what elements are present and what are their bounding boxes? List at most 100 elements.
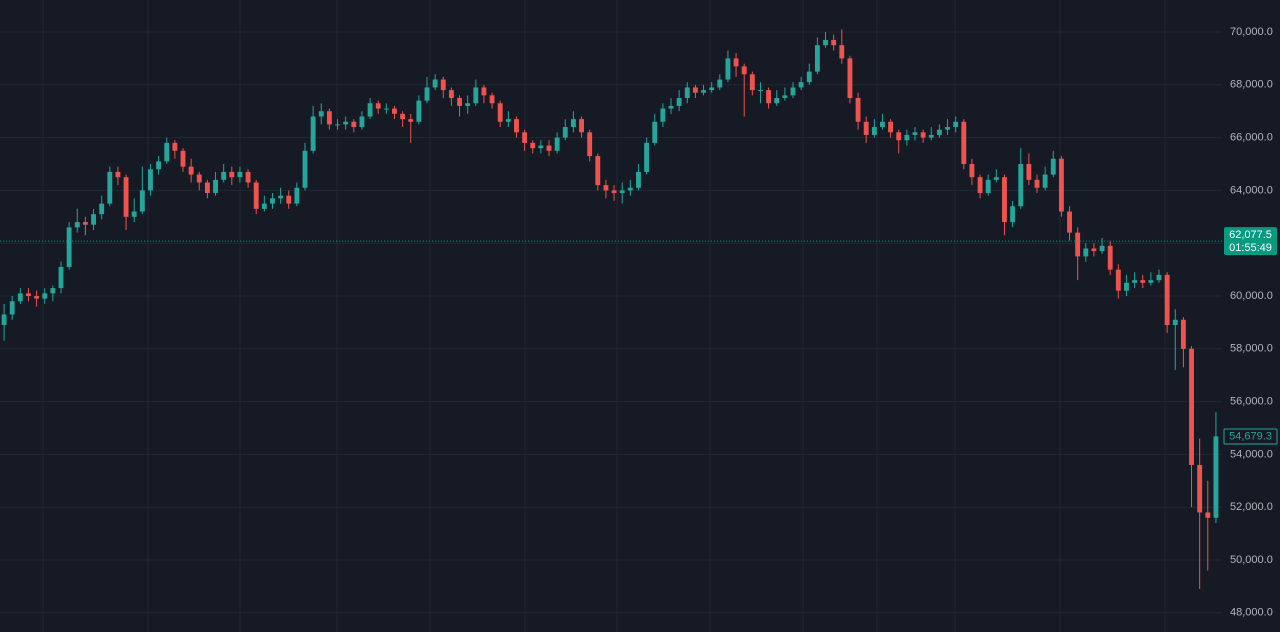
candle-body	[717, 79, 723, 88]
candle-body	[953, 121, 959, 128]
candle-body	[359, 116, 365, 128]
candle-body	[644, 142, 650, 172]
candle-body	[554, 137, 560, 151]
candle-body	[82, 222, 88, 225]
candle-body	[839, 45, 845, 59]
current-price-label: 62,077.5	[1229, 229, 1272, 241]
candle-body	[774, 97, 780, 104]
candle-body	[733, 58, 739, 67]
candle-body	[91, 214, 96, 225]
candle-body	[1189, 348, 1194, 465]
y-tick-label: 52,000.0	[1230, 501, 1273, 513]
candle-body	[253, 182, 259, 209]
candle-body	[139, 190, 145, 212]
candle-body	[58, 266, 64, 289]
candle-body	[440, 79, 446, 91]
candle-body	[936, 129, 942, 135]
candle-body	[107, 171, 113, 204]
candle-body	[375, 103, 381, 109]
y-tick-label: 56,000.0	[1230, 396, 1273, 408]
candle-body	[1148, 280, 1154, 283]
candle-body	[888, 121, 894, 133]
candle-body	[831, 39, 837, 46]
y-tick-label: 66,000.0	[1230, 132, 1273, 144]
candle-body	[1002, 177, 1007, 223]
candle-body	[1075, 232, 1081, 257]
candle-body	[847, 58, 853, 98]
candle-body	[481, 87, 487, 96]
candle-body	[278, 195, 284, 199]
candle-body	[880, 121, 885, 128]
candle-body	[961, 121, 967, 164]
candle-body	[416, 100, 422, 122]
candle-body	[245, 171, 251, 183]
candle-body	[546, 145, 552, 151]
candle-body	[351, 121, 357, 128]
candle-body	[99, 203, 105, 215]
candle-body	[172, 142, 178, 151]
candle-body	[1018, 163, 1024, 207]
candle-body	[1067, 211, 1072, 233]
candle-body	[595, 156, 601, 186]
candle-body	[904, 134, 910, 141]
candle-body	[1124, 282, 1129, 291]
candle-body	[766, 90, 772, 104]
candle-body	[367, 103, 373, 117]
candle-body	[408, 119, 414, 122]
candle-body	[725, 58, 731, 80]
candle-body	[969, 163, 975, 178]
candle-body	[1058, 158, 1064, 212]
candle-body	[652, 121, 658, 143]
candle-body	[164, 142, 170, 162]
candle-body	[1197, 464, 1203, 513]
candle-body	[432, 79, 438, 88]
candle-body	[684, 87, 690, 98]
candle-body	[26, 293, 31, 297]
candle-body	[977, 177, 983, 194]
candle-body	[1115, 269, 1121, 291]
candle-body	[42, 293, 48, 299]
candle-body	[50, 288, 56, 294]
candle-body	[538, 145, 544, 149]
y-tick-label: 58,000.0	[1230, 343, 1273, 355]
candle-body	[326, 111, 332, 125]
candle-body	[993, 177, 999, 180]
candle-body	[34, 296, 40, 299]
candle-body	[611, 190, 617, 194]
candle-body	[709, 87, 715, 91]
current-price-box	[1224, 227, 1277, 256]
candle-body	[1180, 319, 1186, 349]
candle-body	[156, 161, 162, 170]
candle-body	[131, 211, 137, 217]
candle-body	[400, 113, 406, 120]
candle-body	[660, 108, 666, 122]
candle-body	[530, 142, 536, 149]
candle-body	[896, 132, 902, 141]
candle-body	[1091, 248, 1097, 252]
candle-body	[497, 103, 503, 122]
candle-body	[229, 171, 235, 178]
candle-body	[473, 87, 479, 104]
candle-body	[782, 95, 788, 98]
candle-body	[302, 150, 308, 188]
candle-body	[587, 132, 593, 157]
y-tick-label: 60,000.0	[1230, 290, 1273, 302]
candle-body	[676, 97, 682, 106]
candle-body	[522, 132, 528, 143]
candle-body	[1, 314, 7, 326]
last-close-label: 54,679.3	[1229, 430, 1272, 442]
last-close-box	[1223, 428, 1278, 445]
candle-body	[701, 90, 706, 93]
candle-body	[741, 66, 747, 75]
candle-body	[457, 97, 462, 106]
candle-body	[1213, 436, 1219, 518]
candle-body	[237, 171, 243, 178]
candle-body	[188, 166, 194, 175]
candle-body	[1156, 274, 1162, 281]
countdown-label: 01:55:49	[1229, 242, 1272, 254]
candle-body	[985, 179, 991, 194]
candle-body	[204, 182, 210, 194]
candle-body	[66, 227, 72, 267]
